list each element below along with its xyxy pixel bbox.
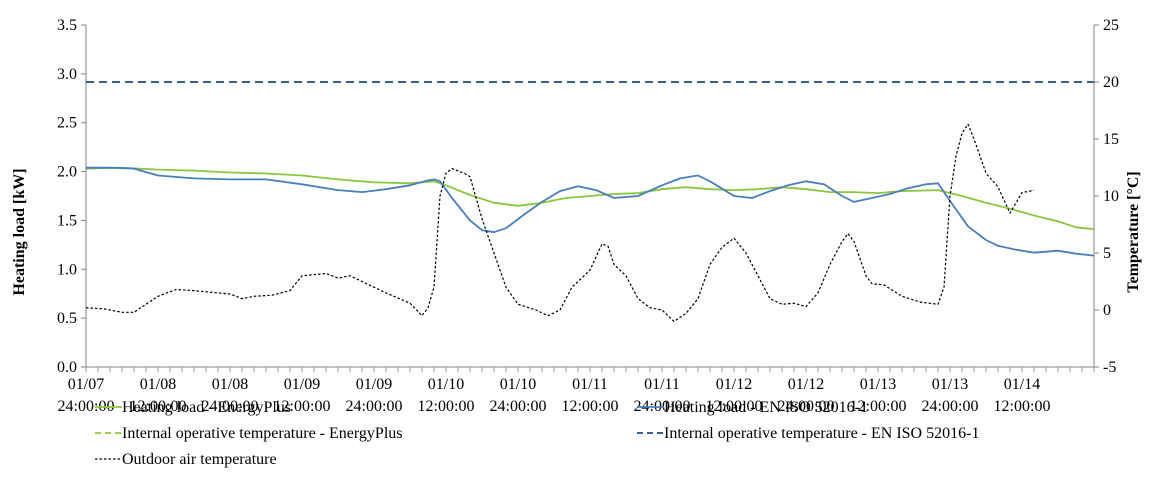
y2-tick-label: 10 xyxy=(1103,188,1119,205)
x-tick-label-date: 01/10 xyxy=(500,376,536,393)
x-tick-label-time: 24:00:00 xyxy=(58,398,115,415)
x-tick-label-time: 24:00:00 xyxy=(490,398,547,415)
x-tick-label-date: 01/08 xyxy=(212,376,248,393)
x-tick-label-date: 01/10 xyxy=(428,376,464,393)
x-tick-label-date: 01/07 xyxy=(68,376,104,393)
y2-tick-label: 15 xyxy=(1103,131,1119,148)
x-tick-label-time: 12:00:00 xyxy=(418,398,475,415)
y-tick-label: 3.5 xyxy=(57,17,77,34)
legend-label: Heating load - EnergyPlus xyxy=(122,399,291,416)
y2-tick-label: 20 xyxy=(1103,74,1119,91)
series-line-4 xyxy=(85,123,1035,322)
right-y-axis-ticks: -5 0 5 10 15 20 25 xyxy=(1094,17,1119,376)
y-tick-label: 3.0 xyxy=(57,66,77,83)
x-tick-label-date: 01/12 xyxy=(788,376,824,393)
y-tick-label: 1.5 xyxy=(57,212,77,229)
x-tick-label-date: 01/08 xyxy=(140,376,176,393)
series-lines xyxy=(85,81,1095,322)
x-tick-label-date: 01/12 xyxy=(716,376,752,393)
x-tick-label-time: 12:00:00 xyxy=(562,398,619,415)
x-tick-label-time: 24:00:00 xyxy=(202,398,259,415)
x-tick-label-date: 01/11 xyxy=(644,376,680,393)
x-tick-label-time: 24:00:00 xyxy=(778,398,835,415)
x-tick-label-date: 01/11 xyxy=(572,376,608,393)
y2-axis-title: Temperature [°C] xyxy=(1125,171,1142,292)
y2-tick-label: 0 xyxy=(1103,302,1111,319)
y-tick-label: 0.5 xyxy=(57,310,77,327)
legend-label: Internal operative temperature - EnergyP… xyxy=(122,425,402,442)
x-tick-label-date: 01/13 xyxy=(932,376,968,393)
y-tick-label: 2.0 xyxy=(57,164,77,181)
series-line-1 xyxy=(86,166,1095,257)
y-tick-label: 0.0 xyxy=(57,359,77,376)
left-y-axis-ticks: 0.0 0.5 1.0 1.5 2.0 2.5 3.0 3.5 xyxy=(57,17,86,376)
x-tick-label-time: 12:00:00 xyxy=(274,398,331,415)
legend: Heating load - EnergyPlus Heating load - … xyxy=(95,399,979,468)
legend-label: Heating load - EN ISO 52016-1 xyxy=(664,399,868,416)
legend-label: Internal operative temperature - EN ISO … xyxy=(664,425,979,442)
y-tick-label: 2.5 xyxy=(57,115,77,132)
y2-tick-label: 25 xyxy=(1103,17,1119,34)
y-tick-label: 1.0 xyxy=(57,261,77,278)
series-line-0 xyxy=(85,166,1095,231)
x-tick-label-time: 12:00:00 xyxy=(706,398,763,415)
x-tick-label-time: 12:00:00 xyxy=(850,398,907,415)
x-tick-label-time: 24:00:00 xyxy=(346,398,403,415)
x-tick-label-date: 01/13 xyxy=(860,376,896,393)
y2-tick-label: -5 xyxy=(1103,359,1116,376)
x-tick-label-time: 12:00:00 xyxy=(994,398,1051,415)
y-axis-title: Heating load [kW] xyxy=(11,168,28,295)
legend-label: Outdoor air temperature xyxy=(122,451,277,468)
x-tick-label-date: 01/09 xyxy=(284,376,320,393)
x-axis-ticks: 01/07 24:00:00 01/08 12:00:00 01/08 24:00:00 0… xyxy=(58,367,1095,415)
x-tick-label-date: 01/14 xyxy=(1004,376,1040,393)
x-tick-label-time: 12:00:00 xyxy=(130,398,187,415)
x-tick-label-time: 24:00:00 xyxy=(922,398,979,415)
y2-tick-label: 5 xyxy=(1103,245,1111,262)
x-tick-label-date: 01/09 xyxy=(356,376,392,393)
